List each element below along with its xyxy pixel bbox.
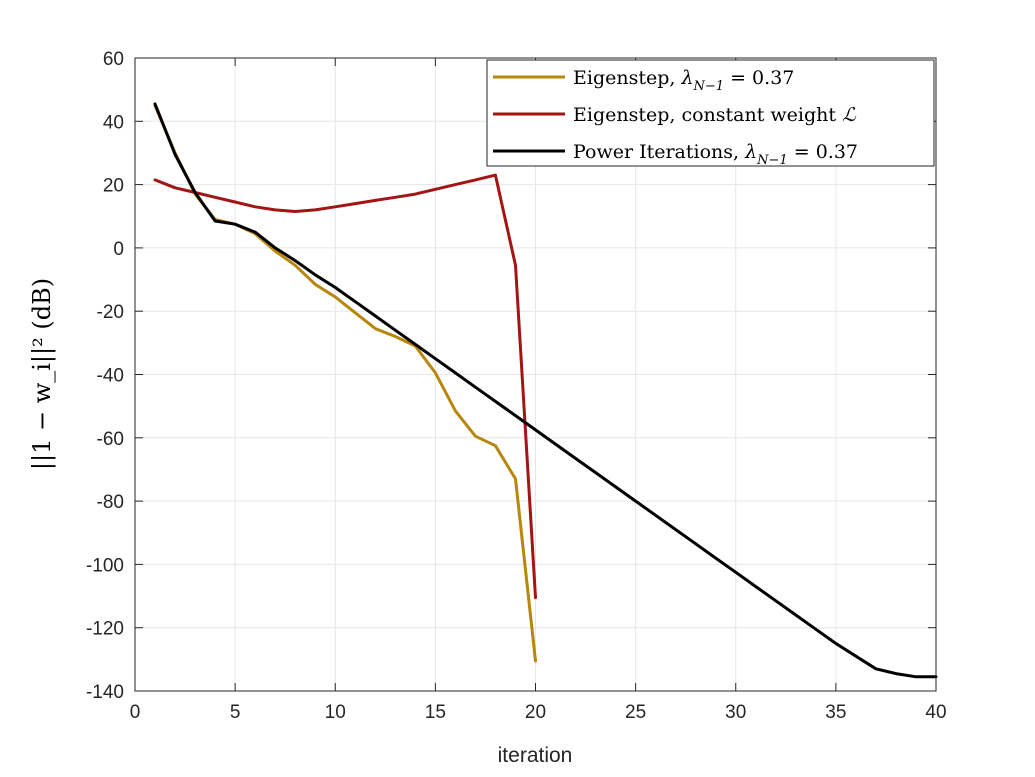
legend-label-symbol: ℒ: [842, 104, 857, 126]
legend-label-symbol: λ: [744, 141, 757, 163]
series-line-2: [153, 173, 537, 600]
x-tick-label: 15: [425, 702, 446, 723]
x-tick-label: 35: [825, 702, 846, 723]
legend-label-text: Eigenstep,: [573, 67, 681, 89]
series-lines: [153, 102, 938, 679]
x-tick-label: 25: [625, 702, 646, 723]
y-tick-label: -60: [97, 429, 124, 450]
legend-label-value: = 0.37: [788, 141, 858, 163]
y-tick-label: -40: [97, 366, 124, 387]
x-tick-label: 30: [725, 702, 746, 723]
legend-label-symbol: λ: [680, 67, 693, 89]
legend-label-value: = 0.37: [724, 67, 794, 89]
y-tick-label: -80: [97, 492, 124, 513]
x-tick-label: 40: [925, 702, 946, 723]
legend-label-subscript: N−1: [693, 79, 725, 94]
tick-labels: 0 5 10 15 20 25 30 35 40 60 40 20 0 -20 -40 -60 -80 -100 -…: [86, 49, 947, 723]
legend-entry-2: Eigenstep, constant weight ℒ: [573, 104, 857, 126]
y-tick-label: -140: [86, 682, 124, 703]
y-tick-label: 40: [103, 112, 124, 133]
x-tick-label: 10: [325, 702, 346, 723]
x-axis-label: iteration: [498, 744, 573, 767]
x-tick-label: 0: [130, 702, 141, 723]
y-tick-label: 20: [103, 176, 124, 197]
y-tick-label: 60: [103, 49, 124, 70]
y-tick-label: -100: [86, 555, 124, 576]
legend-entry-3: Power Iterations, λN−1 = 0.37: [573, 141, 858, 168]
y-tick-label: 0: [113, 239, 124, 260]
y-axis-label: ||1 − w_i||² (dB): [28, 278, 57, 470]
y-tick-label: -120: [86, 619, 124, 640]
x-tick-label: 20: [525, 702, 546, 723]
x-tick-label: 5: [230, 702, 241, 723]
legend-label-text: Power Iterations,: [573, 141, 745, 163]
legend-entry-1: Eigenstep, λN−1 = 0.37: [573, 67, 794, 94]
y-tick-label: -20: [97, 302, 124, 323]
series-line-3: [153, 102, 938, 679]
legend-label-subscript: N−1: [756, 153, 788, 168]
legend-label-text: Eigenstep, constant weight: [573, 104, 842, 126]
